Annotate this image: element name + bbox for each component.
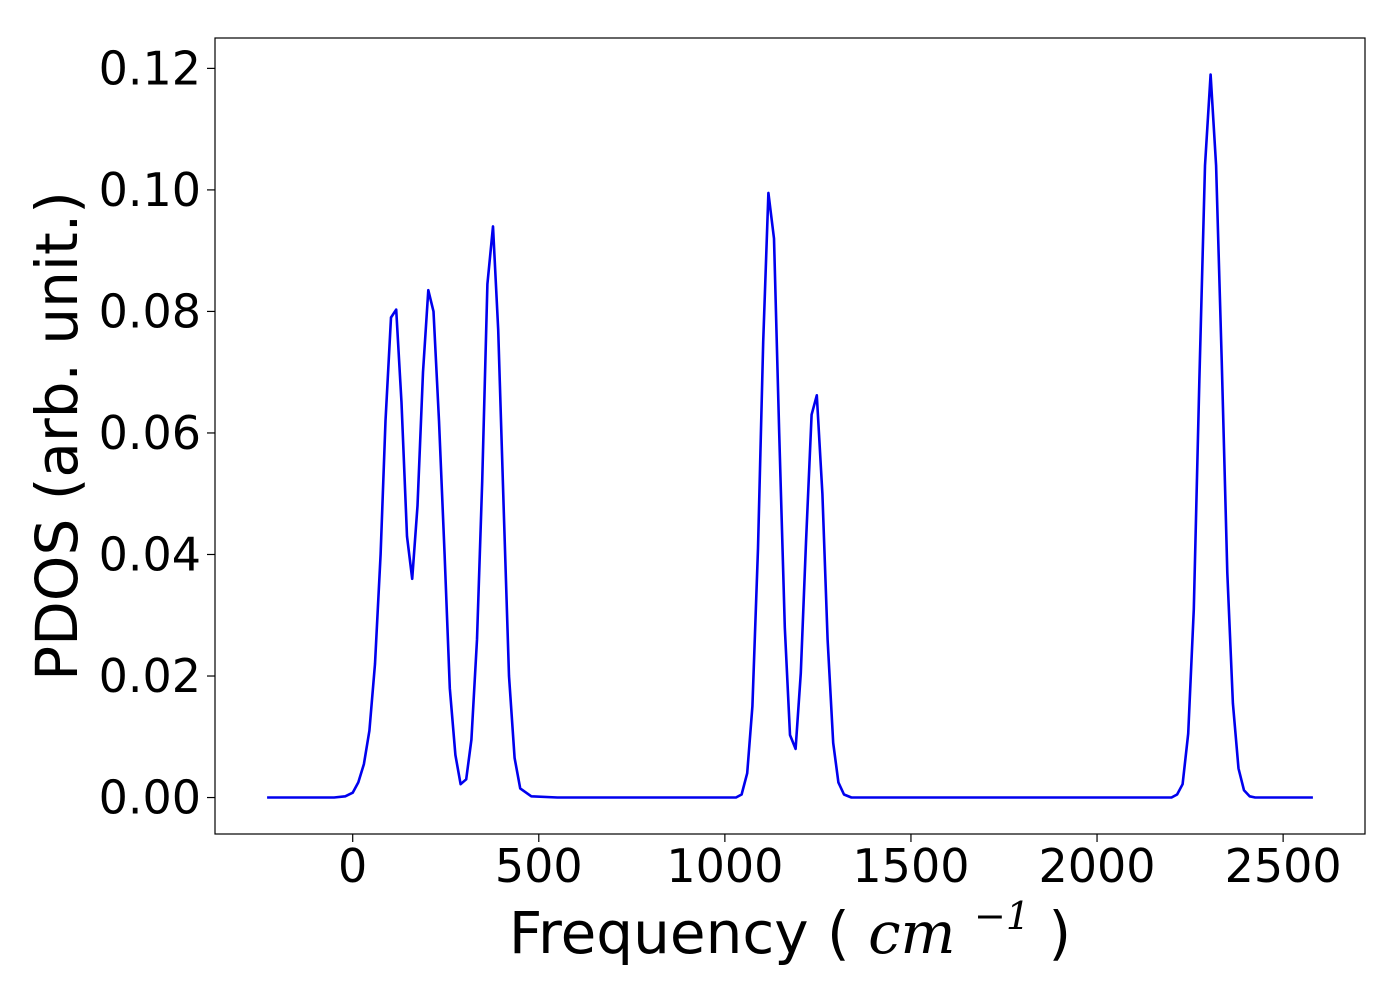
y-tick-label: 0.06 bbox=[99, 406, 201, 460]
x-axis-label: Frequency ( cm −1 ) bbox=[509, 875, 1071, 967]
y-axis-label: PDOS (arb. unit.) bbox=[23, 191, 91, 681]
x-axis-label-unit-exponent: −1 bbox=[974, 894, 1030, 938]
x-axis-label-paren-open: ( bbox=[827, 899, 850, 967]
x-axis-label-text: Frequency bbox=[509, 899, 809, 967]
ticks-layer: 0 500 1000 1500 2000 2500 0.00 0.02 0.04 0.06 0.08… bbox=[99, 41, 1342, 893]
y-tick-label: 0.00 bbox=[99, 771, 201, 825]
y-tick-label: 0.04 bbox=[99, 527, 201, 581]
series-layer bbox=[267, 73, 1313, 799]
plot-area bbox=[215, 38, 1365, 834]
x-tick-label: 0 bbox=[338, 839, 367, 893]
x-tick-label: 2000 bbox=[1038, 839, 1155, 893]
x-axis-label-paren-close: ) bbox=[1048, 899, 1071, 967]
x-tick-label: 1500 bbox=[852, 839, 969, 893]
y-tick-label: 0.12 bbox=[99, 41, 201, 95]
y-tick-label: 0.02 bbox=[99, 649, 201, 703]
x-tick-label: 2500 bbox=[1225, 839, 1342, 893]
y-tick-label: 0.10 bbox=[99, 163, 201, 217]
x-tick-label: 500 bbox=[495, 839, 583, 893]
x-tick-label: 1000 bbox=[666, 839, 783, 893]
plot-frame bbox=[214, 37, 1366, 835]
y-tick-label: 0.08 bbox=[99, 284, 201, 338]
pdos-series-line-0 bbox=[267, 73, 1313, 799]
x-axis-label-unit: cm bbox=[868, 899, 955, 967]
